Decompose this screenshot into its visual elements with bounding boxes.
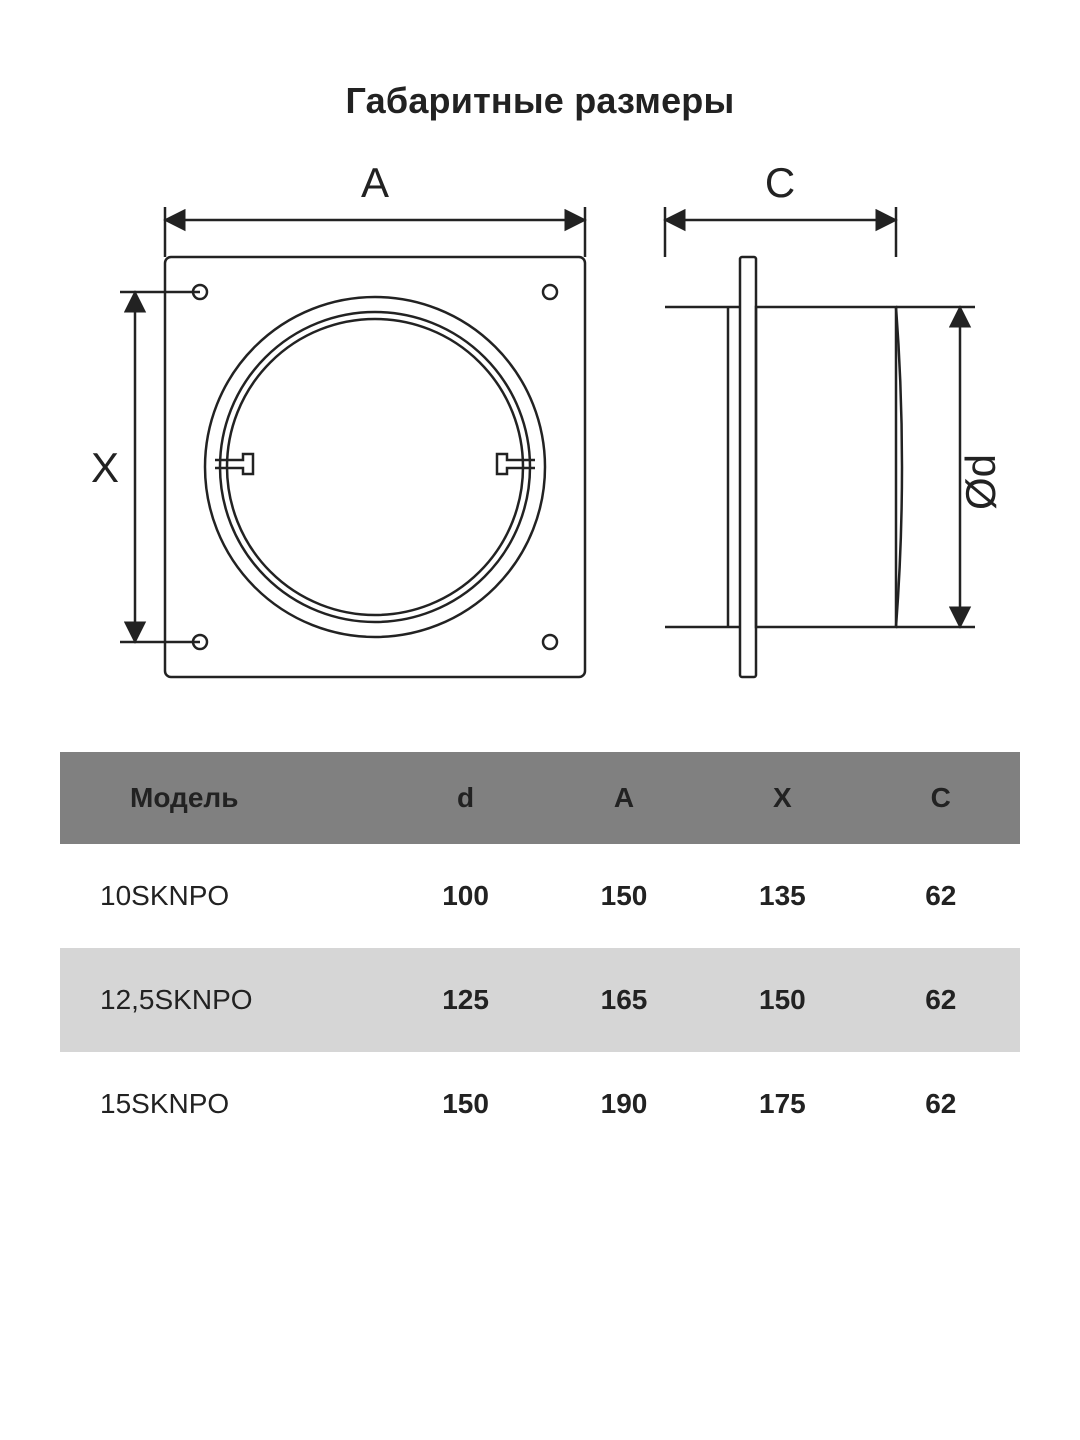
cell-c: 62: [862, 1052, 1020, 1156]
cell-x: 135: [703, 844, 861, 948]
table-row: 10SKNPO 100 150 135 62: [60, 844, 1020, 948]
cell-d: 125: [386, 948, 544, 1052]
cell-model: 12,5SKNPO: [60, 948, 386, 1052]
col-model: Модель: [60, 752, 386, 844]
cell-model: 15SKNPO: [60, 1052, 386, 1156]
cell-a: 165: [545, 948, 703, 1052]
cell-a: 150: [545, 844, 703, 948]
table-row: 15SKNPO 150 190 175 62: [60, 1052, 1020, 1156]
dimension-diagram: A X C Ød: [60, 152, 1020, 712]
table-row: 12,5SKNPO 125 165 150 62: [60, 948, 1020, 1052]
col-c: C: [862, 752, 1020, 844]
cell-d: 100: [386, 844, 544, 948]
cell-x: 150: [703, 948, 861, 1052]
dim-label-a: A: [361, 159, 389, 206]
table-header-row: Модель d A X C: [60, 752, 1020, 844]
col-a: A: [545, 752, 703, 844]
cell-x: 175: [703, 1052, 861, 1156]
page-title: Габаритные размеры: [60, 80, 1020, 122]
cell-c: 62: [862, 948, 1020, 1052]
dim-label-x: X: [91, 444, 119, 491]
col-d: d: [386, 752, 544, 844]
cell-d: 150: [386, 1052, 544, 1156]
cell-c: 62: [862, 844, 1020, 948]
dim-label-c: C: [765, 159, 795, 206]
col-x: X: [703, 752, 861, 844]
cell-a: 190: [545, 1052, 703, 1156]
dim-label-d: Ød: [957, 454, 1004, 510]
dimensions-table: Модель d A X C 10SKNPO 100 150 135 62 12…: [60, 752, 1020, 1156]
cell-model: 10SKNPO: [60, 844, 386, 948]
